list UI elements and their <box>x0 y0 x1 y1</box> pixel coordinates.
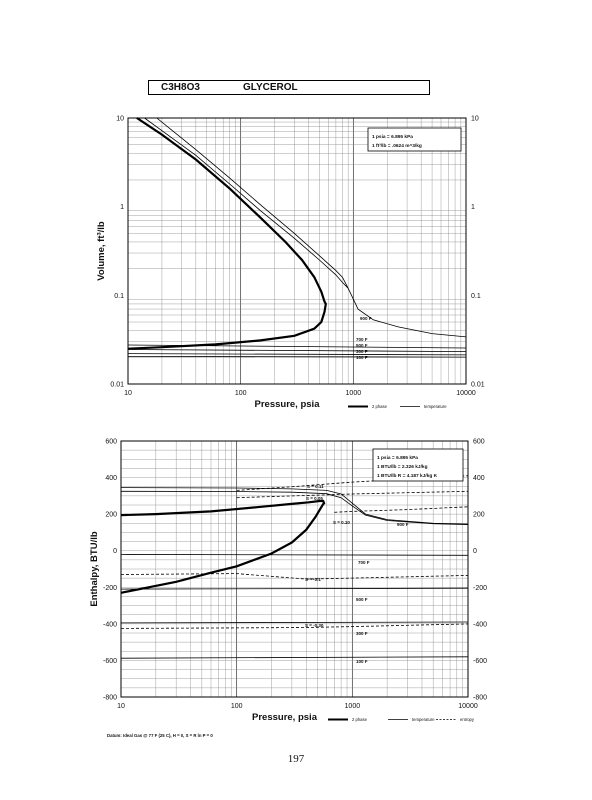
chart-2: 10 100 1000 10000-800-600-400-2000200400600… <box>89 439 487 739</box>
y-tick-label-right: -200 <box>473 585 487 592</box>
series-label: 300 F <box>356 631 368 636</box>
series-line-2-phase <box>127 117 327 350</box>
legend-entry: 2 phase <box>372 404 388 409</box>
y-tick-label-right: 1 <box>471 204 475 211</box>
series-label: 100 F <box>356 659 368 664</box>
plot-frame <box>120 440 469 698</box>
y-tick-label: 0 <box>113 548 117 555</box>
series-label: S = 0.11 <box>307 484 324 489</box>
series-line-temperature <box>127 353 467 356</box>
x-tick-label: 1000 <box>345 703 361 710</box>
series-label: 500 F <box>356 597 368 602</box>
series-group <box>120 475 469 659</box>
series-label: 700 F <box>358 560 370 565</box>
series-line-temperature <box>127 349 467 352</box>
series-line-2-phase <box>120 499 326 594</box>
page-number: 197 <box>287 753 305 765</box>
x-tick-label: 100 <box>231 703 243 710</box>
chart-1: 10 100 1000 100000.010.11100.010.1110Pressu… <box>96 116 485 411</box>
conversion-text: 1 BTU/lb R = 4.187 kJ/kg K <box>377 473 438 479</box>
conversion-box: 1 psia = 6.895 kPa 1 ft³/lb = .0624 m^3/k… <box>367 127 462 152</box>
series-group <box>127 117 467 358</box>
legend: 2 phase temperature <box>348 404 447 409</box>
series-line-temperature <box>120 490 469 525</box>
conversion-frame <box>372 448 464 482</box>
series-label: 300 F <box>356 349 368 354</box>
x-tick-label: 10000 <box>458 703 478 710</box>
series-line-temperature <box>120 587 469 590</box>
y-tick-label-right: 400 <box>473 475 485 482</box>
x-tick-label: 10 <box>117 703 125 710</box>
series-label: 500 F <box>356 343 368 348</box>
legend-entry: temperature <box>424 404 447 409</box>
y-tick-label-right: 0.1 <box>471 293 481 300</box>
title-box: C3H8O3 GLYCEROL <box>148 80 430 95</box>
y-tick-label-right: 600 <box>473 439 485 446</box>
series-line-temperature <box>127 344 467 349</box>
y-tick-label-right: 10 <box>471 116 479 123</box>
series-label: 900 F <box>360 316 372 321</box>
x-tick-label: 10000 <box>456 390 476 397</box>
plot-frame <box>127 117 467 385</box>
series-label: S = -0.1 <box>305 577 321 582</box>
y-tick-label: 1 <box>120 204 124 211</box>
series-label: 900 F <box>397 522 409 527</box>
y-tick-label-right: -800 <box>473 695 487 702</box>
series-line-entropy <box>236 475 469 491</box>
compound-formula: C3H8O3 <box>161 82 200 93</box>
series-line-temperature <box>120 487 469 525</box>
grid <box>127 118 467 384</box>
series-label: S = 0.05 <box>306 496 323 501</box>
y-tick-label: 200 <box>105 512 117 519</box>
conversion-text: 1 ft³/lb = .0624 m^3/kg <box>372 143 422 149</box>
series-line-entropy <box>334 506 469 513</box>
conversion-text: 1 BTU/lb = 2.326 kJ/kg <box>377 464 428 470</box>
conversion-box: 1 psia = 6.895 kPa 1 BTU/lb = 2.326 kJ/kg… <box>372 448 464 482</box>
series-label: S = -0.30 <box>305 623 324 628</box>
x-tick-label: 10 <box>124 390 132 397</box>
datum-footnote: Datum: Ideal Gas @ 77 F (25 C), H = 0, S… <box>107 733 213 738</box>
conversion-text: 1 psia = 6.895 kPa <box>377 455 418 461</box>
conversion-frame <box>367 127 462 152</box>
y-tick-label: 600 <box>105 439 117 446</box>
series-line-temperature <box>127 356 467 358</box>
y-tick-label-right: -400 <box>473 621 487 628</box>
series-line-temperature <box>156 117 467 338</box>
x-tick-label: 100 <box>235 390 247 397</box>
x-axis-label: Pressure, psia <box>255 399 321 410</box>
series-label: 100 F <box>356 355 368 360</box>
legend-entry: entropy <box>460 717 475 722</box>
y-tick-label: -200 <box>103 585 117 592</box>
series-line-temperature <box>144 117 349 289</box>
compound-name: GLYCEROL <box>243 82 298 93</box>
y-tick-label: 10 <box>116 116 124 123</box>
y-tick-label: 400 <box>105 475 117 482</box>
series-line-temperature <box>120 621 469 624</box>
y-tick-label: -400 <box>103 621 117 628</box>
series-line-temperature <box>120 554 469 556</box>
series-line-entropy <box>120 573 469 580</box>
y-tick-label: 0.01 <box>110 382 124 389</box>
y-tick-label: 0.1 <box>114 293 124 300</box>
y-axis-label: Enthalpy, BTU/lb <box>89 531 100 606</box>
series-label: S = 0.10 <box>333 520 350 525</box>
legend-entry: temperature <box>412 717 435 722</box>
y-tick-label-right: 0 <box>473 548 477 555</box>
x-axis-label: Pressure, psia <box>252 712 318 723</box>
y-tick-label: -800 <box>103 695 117 702</box>
series-label: 700 F <box>356 337 368 342</box>
y-tick-label: -600 <box>103 658 117 665</box>
x-tick-label: 1000 <box>346 390 362 397</box>
y-tick-label-right: 200 <box>473 512 485 519</box>
conversion-text: 1 psia = 6.895 kPa <box>372 134 413 140</box>
y-axis-label: Volume, ft³/lb <box>96 221 107 281</box>
series-line-temperature <box>120 656 469 659</box>
y-tick-label-right: -600 <box>473 658 487 665</box>
legend-entry: 2 phase <box>352 717 368 722</box>
series-line-entropy <box>120 623 469 629</box>
y-tick-label-right: 0.01 <box>471 382 485 389</box>
series-line-entropy <box>236 490 469 499</box>
legend: 2 phase temperature entropy <box>328 717 475 722</box>
